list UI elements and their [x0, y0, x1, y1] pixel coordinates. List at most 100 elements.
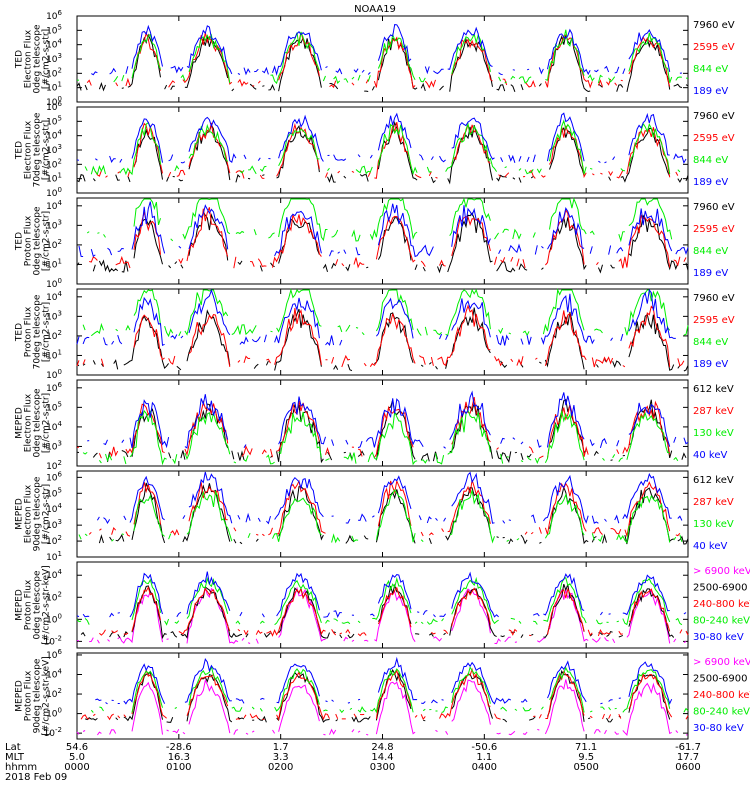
- footer-hhmm-value: 0600: [675, 762, 700, 773]
- series-trace: [76, 304, 685, 368]
- y-tick-label: 100: [46, 612, 62, 625]
- legend-entry: 2500-6900: [693, 674, 748, 685]
- footer-mlt-value: 3.3: [273, 752, 289, 763]
- y-tick-label: 101: [46, 172, 62, 185]
- footer-row-label: hhmm: [5, 762, 37, 773]
- y-tick-label: 10-2: [44, 634, 62, 647]
- footer-hhmm-value: 0400: [472, 762, 497, 773]
- y-tick-label: 105: [46, 114, 62, 127]
- y-axis-label: TEDElectron Flux70deg telescope[#/cm2-s-…: [15, 112, 52, 187]
- y-tick-label: 105: [46, 23, 62, 36]
- y-tick-label: 102: [46, 590, 62, 603]
- y-tick-label: 102: [46, 329, 62, 342]
- y-tick-label: 106: [46, 648, 62, 661]
- series-trace: [87, 199, 684, 241]
- y-axis-label: MEPEDElectron Flux0deg telescope[#/cm2-s…: [15, 388, 52, 458]
- legend-entry: 189 eV: [693, 177, 728, 188]
- y-tick-label: 102: [46, 66, 62, 79]
- legend-entry: 7960 eV: [693, 20, 735, 31]
- y-tick-label: 103: [46, 143, 62, 156]
- y-tick-label: 106: [46, 470, 62, 483]
- footer-lat-value: 1.7: [273, 742, 289, 753]
- legend-entry: 189 eV: [693, 359, 728, 370]
- legend-entry: 612 keV: [693, 384, 734, 395]
- legend-entry: 2595 eV: [693, 42, 735, 53]
- y-tick-label: 100: [46, 707, 62, 720]
- legend-entry: > 6900 keV: [693, 657, 750, 668]
- y-axis-label: TEDProton Flux70deg telescope[#/cm2-s-st…: [15, 294, 52, 369]
- footer-lat-value: -28.6: [166, 742, 192, 753]
- y-tick-label: 104: [46, 199, 62, 212]
- legend-entry: 287 keV: [693, 406, 734, 417]
- y-tick-label: 103: [46, 52, 62, 65]
- y-axis-label: MEPEDProton Flux90deg telescope[#/cm2-s-…: [15, 656, 52, 735]
- legend-entry: 30-80 keV: [693, 632, 744, 643]
- series-trace: [76, 120, 689, 185]
- y-tick-label: 103: [46, 218, 62, 231]
- legend-entry: 30-80 keV: [693, 723, 744, 734]
- y-tick-label: 101: [46, 550, 62, 563]
- legend-entry: 130 keV: [693, 428, 734, 439]
- series-trace: [78, 201, 689, 258]
- footer-mlt-value: 9.5: [578, 752, 594, 763]
- legend-entry: 844 eV: [693, 64, 728, 75]
- series-trace: [81, 584, 688, 638]
- legend-entry: 7960 eV: [693, 111, 735, 122]
- series-trace: [80, 667, 689, 721]
- footer-mlt-value: 1.1: [476, 752, 492, 763]
- y-tick-label: 104: [46, 38, 62, 51]
- y-axis-label: MEPEDProton Flux0deg telescope[#/cm2-s-s…: [15, 565, 52, 644]
- footer-lat-value: 71.1: [575, 742, 597, 753]
- y-tick-label: 100: [46, 186, 62, 199]
- y-tick-label: 106: [46, 100, 62, 113]
- footer-lat-value: -50.6: [471, 742, 497, 753]
- y-tick-label: 102: [46, 687, 62, 700]
- footer-lat-value: 54.6: [66, 742, 88, 753]
- legend-entry: 130 keV: [693, 519, 734, 530]
- legend-entry: 287 keV: [693, 497, 734, 508]
- legend-entry: 240-800 keV: [693, 599, 750, 610]
- legend-entry: 844 eV: [693, 246, 728, 257]
- footer-hhmm-value: 0500: [573, 762, 598, 773]
- y-tick-label: 101: [46, 81, 62, 94]
- series-trace: [98, 482, 689, 545]
- y-tick-label: 101: [46, 257, 62, 270]
- y-tick-label: 102: [46, 157, 62, 170]
- series-trace: [82, 288, 689, 338]
- y-tick-label: 103: [46, 309, 62, 322]
- legend-entry: 80-240 keV: [693, 707, 750, 718]
- legend-entry: 844 eV: [693, 155, 728, 166]
- y-tick-label: 102: [46, 534, 62, 547]
- legend-entry: 7960 eV: [693, 202, 735, 213]
- y-tick-label: 104: [46, 668, 62, 681]
- series-trace: [87, 390, 689, 449]
- y-axis-label: MEPEDElectron Flux90deg telescope[#/cm2-…: [15, 476, 52, 551]
- legend-entry: 189 eV: [693, 268, 728, 279]
- footer-hhmm-value: 0300: [370, 762, 395, 773]
- y-tick-label: 104: [46, 290, 62, 303]
- y-tick-label: 100: [46, 277, 62, 290]
- legend-entry: 844 eV: [693, 337, 728, 348]
- series-trace: [77, 397, 688, 458]
- legend-entry: 2500-6900: [693, 583, 748, 594]
- footer-mlt-value: 14.4: [371, 752, 393, 763]
- legend-entry: 2595 eV: [693, 224, 735, 235]
- footer-row-label: 2018 Feb 09: [5, 772, 67, 783]
- footer-row-label: Lat: [5, 742, 21, 753]
- legend-entry: 2595 eV: [693, 315, 735, 326]
- y-tick-label: 10-2: [44, 726, 62, 739]
- legend-entry: 612 keV: [693, 475, 734, 486]
- legend-entry: 40 keV: [693, 450, 727, 461]
- legend-entry: 2595 eV: [693, 133, 735, 144]
- series-trace: [76, 29, 689, 85]
- footer-mlt-value: 16.3: [168, 752, 190, 763]
- footer-lat-value: -61.7: [675, 742, 701, 753]
- panel-frame: [76, 561, 689, 649]
